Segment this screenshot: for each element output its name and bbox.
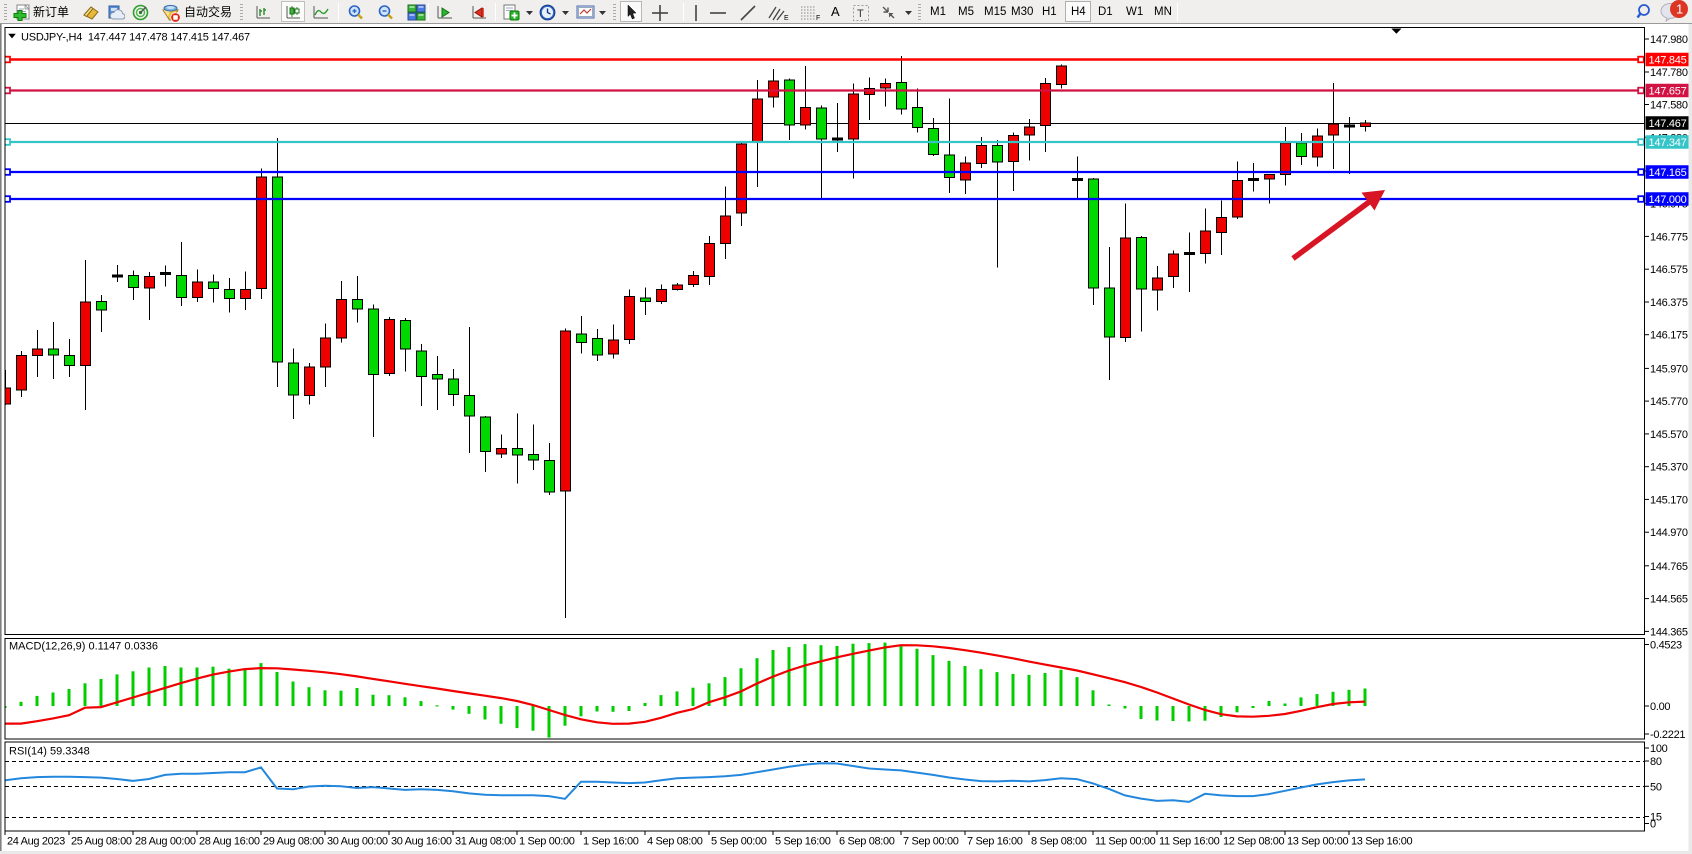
svg-text:80: 80 <box>1650 756 1662 768</box>
svg-text:T: T <box>857 8 864 20</box>
svg-text:100: 100 <box>1650 743 1668 755</box>
svg-text:144.365: 144.365 <box>1650 626 1688 638</box>
svg-text:147.845: 147.845 <box>1649 55 1687 67</box>
svg-text:146.175: 146.175 <box>1650 330 1688 342</box>
svg-text:144.765: 144.765 <box>1650 561 1688 573</box>
svg-text:144.970: 144.970 <box>1650 527 1688 539</box>
svg-text:RSI(14) 59.3348: RSI(14) 59.3348 <box>9 746 90 758</box>
svg-text:-0.2221: -0.2221 <box>1650 729 1685 741</box>
svg-text:F: F <box>816 15 820 22</box>
svg-text:0.00: 0.00 <box>1650 701 1670 713</box>
svg-text:145.570: 145.570 <box>1650 429 1688 441</box>
svg-text:147.657: 147.657 <box>1649 86 1687 98</box>
svg-text:15: 15 <box>1650 812 1662 824</box>
svg-text:146.375: 146.375 <box>1650 297 1688 309</box>
svg-text:28 Aug 00:00: 28 Aug 00:00 <box>135 836 196 848</box>
svg-text:144.565: 144.565 <box>1650 594 1688 606</box>
svg-text:1 Sep 00:00: 1 Sep 00:00 <box>519 836 575 848</box>
svg-text:147.467: 147.467 <box>1649 118 1687 130</box>
svg-text:MACD(12,26,9) 0.1147 0.0336: MACD(12,26,9) 0.1147 0.0336 <box>9 641 158 653</box>
svg-text:USDJPY-,H4 147.447 147.478 14: USDJPY-,H4 147.447 147.478 147.415 147.4… <box>21 32 250 44</box>
svg-text:6 Sep 08:00: 6 Sep 08:00 <box>839 836 895 848</box>
svg-text:146.575: 146.575 <box>1650 264 1688 276</box>
svg-text:24 Aug 2023: 24 Aug 2023 <box>7 836 65 848</box>
svg-text:1 Sep 16:00: 1 Sep 16:00 <box>583 836 639 848</box>
svg-text:13 Sep 00:00: 13 Sep 00:00 <box>1287 836 1348 848</box>
svg-text:147.580: 147.580 <box>1650 100 1688 112</box>
svg-text:145.370: 145.370 <box>1650 462 1688 474</box>
svg-text:11 Sep 16:00: 11 Sep 16:00 <box>1159 836 1220 848</box>
svg-text:7 Sep 00:00: 7 Sep 00:00 <box>903 836 959 848</box>
svg-text:25 Aug 08:00: 25 Aug 08:00 <box>71 836 132 848</box>
svg-text:50: 50 <box>1650 781 1662 793</box>
svg-text:E: E <box>784 15 789 22</box>
svg-text:29 Aug 08:00: 29 Aug 08:00 <box>263 836 324 848</box>
svg-text:145.970: 145.970 <box>1650 363 1688 375</box>
svg-text:147.780: 147.780 <box>1650 67 1688 79</box>
svg-text:145.170: 145.170 <box>1650 494 1688 506</box>
svg-text:5 Sep 00:00: 5 Sep 00:00 <box>711 836 767 848</box>
svg-text:7 Sep 16:00: 7 Sep 16:00 <box>967 836 1023 848</box>
svg-text:1: 1 <box>1676 2 1683 17</box>
svg-text:31 Aug 08:00: 31 Aug 08:00 <box>455 836 516 848</box>
svg-text:147.980: 147.980 <box>1650 34 1688 46</box>
svg-text:11 Sep 00:00: 11 Sep 00:00 <box>1095 836 1156 848</box>
svg-text:147.165: 147.165 <box>1649 167 1687 179</box>
svg-text:28 Aug 16:00: 28 Aug 16:00 <box>199 836 260 848</box>
svg-text:147.347: 147.347 <box>1649 137 1687 149</box>
svg-text:146.775: 146.775 <box>1650 231 1688 243</box>
svg-text:12 Sep 08:00: 12 Sep 08:00 <box>1223 836 1284 848</box>
svg-text:13 Sep 16:00: 13 Sep 16:00 <box>1351 836 1412 848</box>
svg-text:0.4523: 0.4523 <box>1650 640 1682 652</box>
svg-text:30 Aug 00:00: 30 Aug 00:00 <box>327 836 388 848</box>
svg-text:8 Sep 08:00: 8 Sep 08:00 <box>1031 836 1087 848</box>
svg-text:147.000: 147.000 <box>1649 194 1687 206</box>
svg-text:30 Aug 16:00: 30 Aug 16:00 <box>391 836 452 848</box>
svg-text:4 Sep 08:00: 4 Sep 08:00 <box>647 836 703 848</box>
svg-text:145.770: 145.770 <box>1650 396 1688 408</box>
svg-text:5 Sep 16:00: 5 Sep 16:00 <box>775 836 831 848</box>
svg-text:0: 0 <box>1650 819 1656 831</box>
